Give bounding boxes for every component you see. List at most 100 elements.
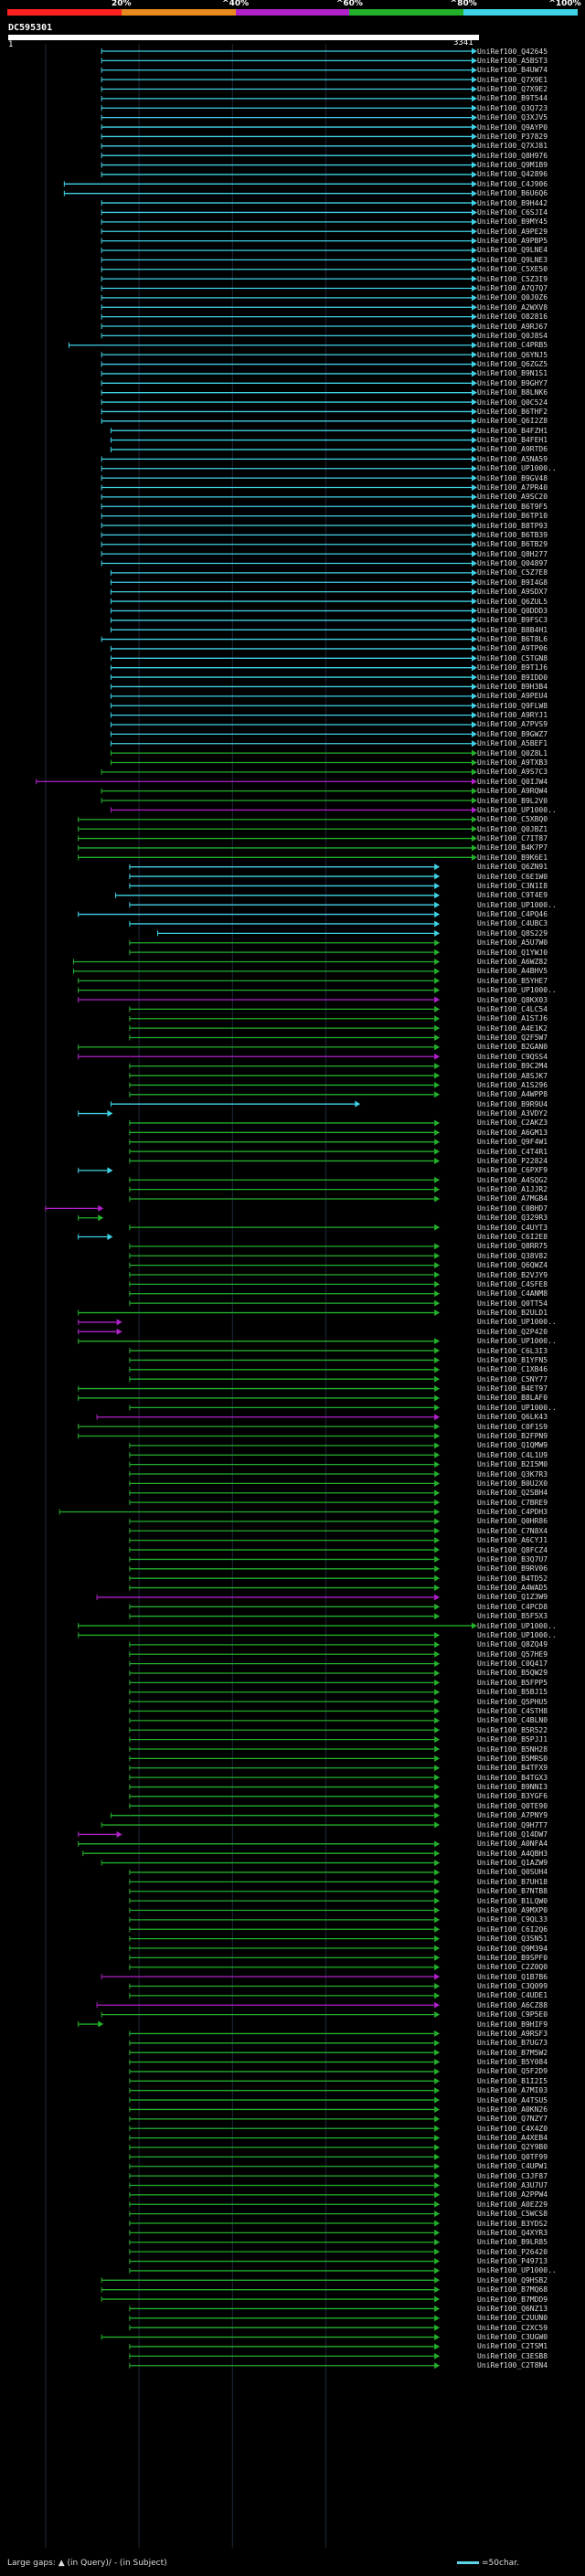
hit-row[interactable]: [101, 48, 477, 55]
hit-accession-link[interactable]: UniRef100_A4WAD5: [477, 1584, 548, 1593]
hit-accession-link[interactable]: UniRef100_A3U7U7: [477, 2181, 548, 2189]
hit-accession-link[interactable]: UniRef100_C2TSM1: [477, 2342, 548, 2351]
hit-accession-link[interactable]: UniRef100_Q57HE9: [477, 1649, 548, 1659]
hit-row[interactable]: [129, 1072, 441, 1079]
hit-row[interactable]: [129, 1698, 441, 1705]
hit-row[interactable]: [101, 162, 477, 169]
hit-accession-link[interactable]: UniRef100_A9RTD6: [477, 445, 548, 454]
hit-row[interactable]: [129, 1897, 441, 1904]
hit-accession-link[interactable]: UniRef100_Q2Y9B0: [477, 2143, 548, 2152]
hit-row[interactable]: [78, 853, 477, 861]
hit-accession-link[interactable]: UniRef100_A7MGB4: [477, 1194, 548, 1203]
hit-row[interactable]: [129, 1754, 441, 1762]
hit-accession-link[interactable]: UniRef100_C9T4E9: [477, 891, 548, 900]
hit-row[interactable]: [129, 1726, 441, 1733]
hit-accession-link[interactable]: UniRef100_B4TD52: [477, 1574, 548, 1583]
hit-row[interactable]: [101, 57, 477, 64]
hit-row[interactable]: [129, 1906, 441, 1913]
hit-row[interactable]: [110, 693, 477, 700]
hit-row[interactable]: [96, 1594, 441, 1601]
hit-accession-link[interactable]: UniRef100_A7Q7Q7: [477, 284, 548, 292]
hit-row[interactable]: [129, 2315, 441, 2322]
hit-accession-link[interactable]: UniRef100_B8LNK6: [477, 388, 548, 398]
hit-row[interactable]: [129, 1252, 441, 1259]
hit-row[interactable]: [129, 1518, 441, 1525]
hit-row[interactable]: [129, 1774, 441, 1781]
hit-row[interactable]: [63, 190, 477, 197]
hit-row[interactable]: [129, 2030, 441, 2037]
hit-accession-link[interactable]: UniRef100_A9PEU4: [477, 692, 548, 701]
hit-row[interactable]: [101, 247, 477, 254]
hit-accession-link[interactable]: UniRef100_A5U7W0: [477, 938, 548, 948]
hit-row[interactable]: [110, 683, 477, 690]
hit-accession-link[interactable]: UniRef100_A6CYJ1: [477, 1536, 548, 1545]
hit-row[interactable]: [129, 2077, 441, 2084]
hit-accession-link[interactable]: UniRef100_UP1000..: [477, 1337, 557, 1346]
hit-row[interactable]: [110, 617, 477, 624]
hit-row[interactable]: [101, 104, 477, 111]
hit-accession-link[interactable]: UniRef100_Q3K7R3: [477, 1469, 548, 1479]
hit-accession-link[interactable]: UniRef100_UP1000..: [477, 2266, 557, 2275]
hit-row[interactable]: [129, 1186, 441, 1193]
hit-accession-link[interactable]: UniRef100_A9TXB3: [477, 758, 548, 767]
hit-accession-link[interactable]: UniRef100_Q6NZ13: [477, 2304, 548, 2313]
hit-row[interactable]: [129, 1679, 441, 1686]
hit-accession-link[interactable]: UniRef100_Q0IJW4: [477, 777, 548, 786]
hit-row[interactable]: [129, 1546, 441, 1553]
hit-row[interactable]: [101, 114, 477, 122]
hit-accession-link[interactable]: UniRef100_Q9HSB2: [477, 2275, 548, 2284]
hit-accession-link[interactable]: UniRef100_C4J906: [477, 179, 548, 188]
hit-row[interactable]: [110, 806, 477, 813]
hit-row[interactable]: [110, 740, 477, 747]
hit-accession-link[interactable]: UniRef100_Q0Z8L1: [477, 748, 548, 758]
hit-row[interactable]: [101, 503, 477, 510]
hit-accession-link[interactable]: UniRef100_A6WZ82: [477, 957, 548, 966]
hit-accession-link[interactable]: UniRef100_B5MRS0: [477, 1754, 548, 1763]
hit-row[interactable]: [101, 294, 477, 302]
hit-accession-link[interactable]: UniRef100_Q14DW7: [477, 1829, 548, 1839]
hit-row[interactable]: [115, 892, 441, 899]
hit-accession-link[interactable]: UniRef100_C5WCS8: [477, 2210, 548, 2219]
hit-accession-link[interactable]: UniRef100_A9TP06: [477, 644, 548, 653]
hit-row[interactable]: [110, 437, 477, 444]
hit-accession-link[interactable]: UniRef100_Q0J8S4: [477, 331, 548, 340]
hit-row[interactable]: [129, 2125, 441, 2132]
hit-accession-link[interactable]: UniRef100_Q1B7B6: [477, 1972, 548, 1981]
hit-accession-link[interactable]: UniRef100_B7MDD9: [477, 2295, 548, 2304]
hit-row[interactable]: [101, 379, 477, 387]
hit-row[interactable]: [101, 218, 477, 226]
hit-accession-link[interactable]: UniRef100_B9RV06: [477, 1564, 548, 1574]
hit-row[interactable]: [129, 1888, 441, 1895]
hit-accession-link[interactable]: UniRef100_A4TSU5: [477, 2095, 548, 2104]
hit-accession-link[interactable]: UniRef100_A9MXP0: [477, 1905, 548, 1914]
hit-accession-link[interactable]: UniRef100_C4STH8: [477, 1707, 548, 1715]
hit-row[interactable]: [78, 977, 441, 984]
hit-accession-link[interactable]: UniRef100_B9SPF0: [477, 1953, 548, 1962]
hit-row[interactable]: [129, 1375, 441, 1383]
hit-row[interactable]: [129, 1356, 441, 1363]
hit-row[interactable]: [129, 1660, 441, 1668]
hit-row[interactable]: [78, 835, 477, 843]
hit-accession-link[interactable]: UniRef100_UP1000..: [477, 805, 557, 814]
hit-accession-link[interactable]: UniRef100_C0F1S9: [477, 1422, 548, 1431]
hit-accession-link[interactable]: UniRef100_C5Z7E8: [477, 568, 548, 578]
hit-row[interactable]: [110, 654, 477, 662]
hit-row[interactable]: [101, 389, 477, 397]
hit-row[interactable]: [129, 2096, 441, 2104]
hit-accession-link[interactable]: UniRef100_A0KN26: [477, 2104, 548, 2114]
hit-row[interactable]: [157, 929, 441, 937]
hit-row[interactable]: [129, 1793, 441, 1800]
hit-row[interactable]: [96, 2001, 441, 2009]
hit-row[interactable]: [129, 1613, 441, 1620]
hit-accession-link[interactable]: UniRef100_B9FSC3: [477, 616, 548, 625]
hit-row[interactable]: [129, 1005, 441, 1012]
hit-row[interactable]: [110, 1812, 441, 1819]
hit-row[interactable]: [73, 968, 441, 975]
hit-accession-link[interactable]: UniRef100_C9P5E0: [477, 2010, 548, 2019]
hit-row[interactable]: [129, 1063, 441, 1070]
hit-row[interactable]: [129, 1176, 441, 1183]
hit-row[interactable]: [82, 1850, 441, 1857]
hit-accession-link[interactable]: UniRef100_B5F5X3: [477, 1612, 548, 1621]
hit-row[interactable]: [78, 1840, 441, 1848]
hit-accession-link[interactable]: UniRef100_B9IDD0: [477, 673, 548, 682]
